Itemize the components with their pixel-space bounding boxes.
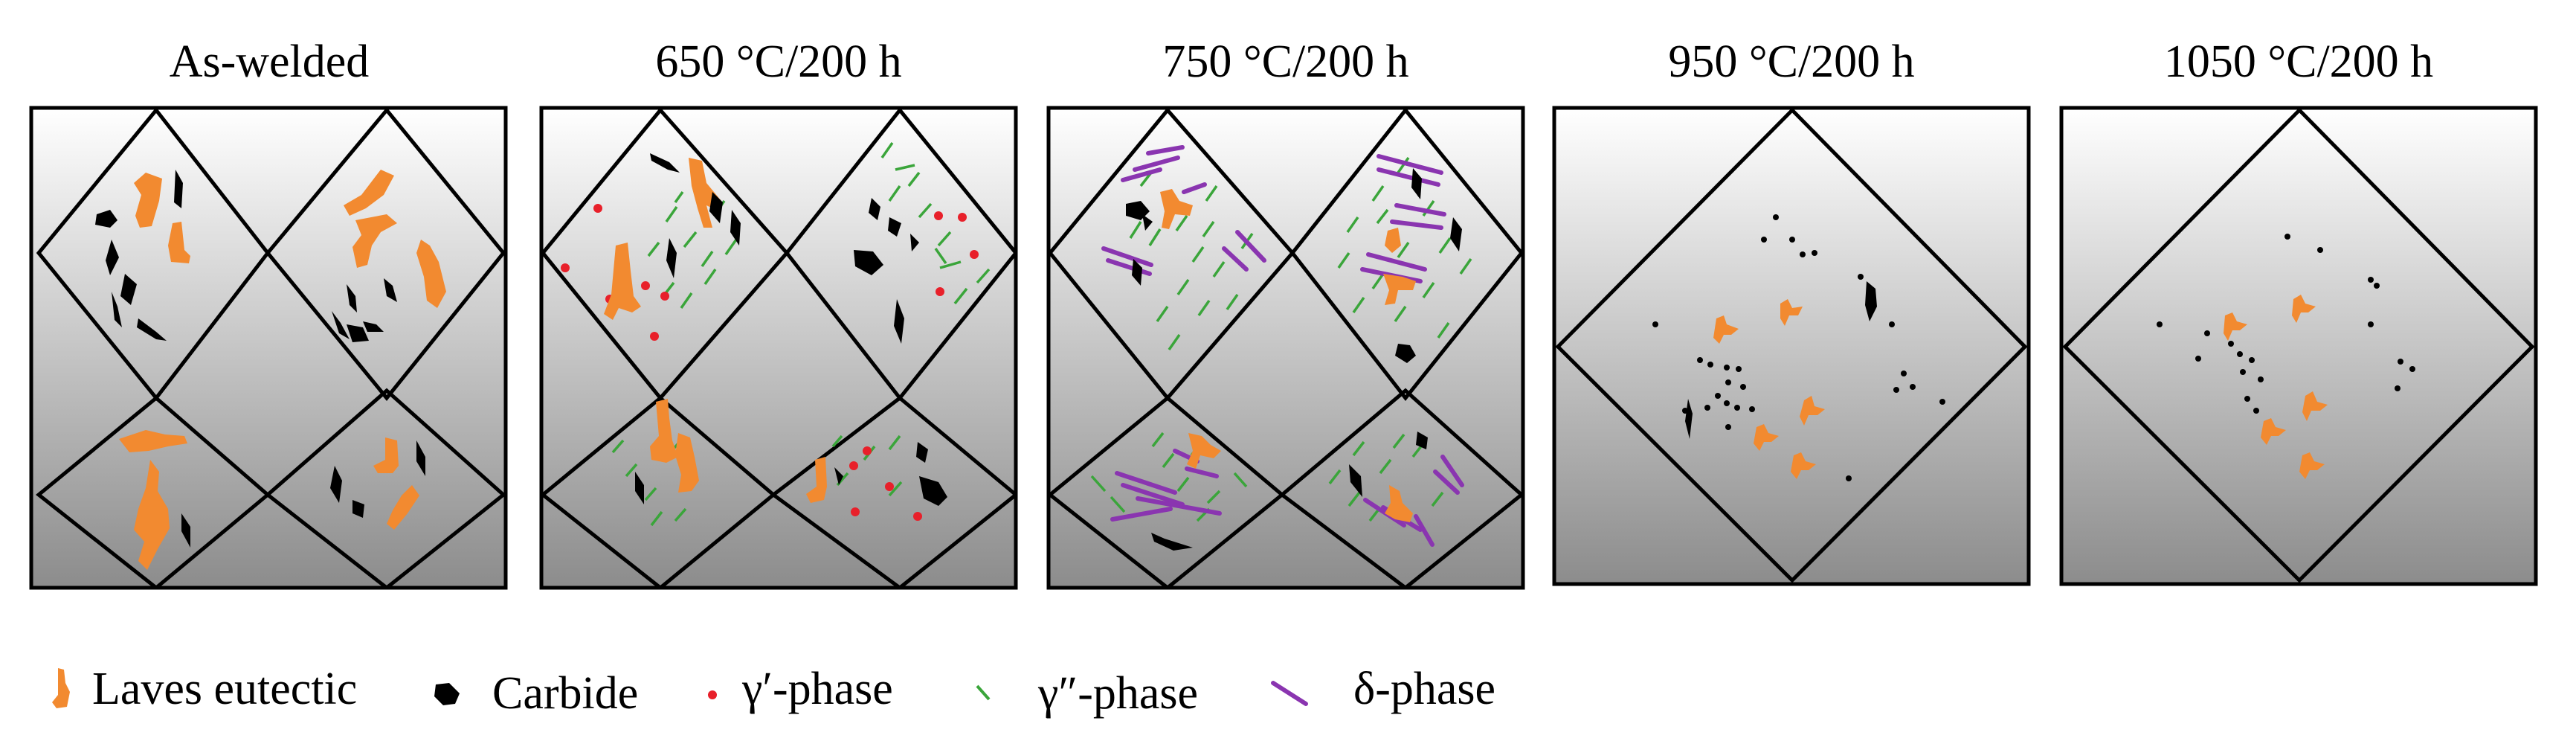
legend-label-carbide: Carbide [492, 668, 638, 719]
gamma-prime-icon [708, 690, 717, 699]
legend-item-laves-eutectic: Laves eutectic [52, 664, 357, 714]
laves-eutectic-particles [119, 170, 446, 570]
panel-950c [1552, 106, 2031, 586]
laves-eutectic-icon [52, 668, 70, 708]
panel-title-750c: 750 °C/200 h [1162, 36, 1408, 87]
legend-label-gamma-double-prime: γ″-phase [1037, 668, 1198, 719]
panel-title-1050c: 1050 °C/200 h [2164, 36, 2433, 87]
carbide-particles [2157, 234, 2415, 414]
grain-single [1555, 107, 2028, 583]
grain-top-right [1289, 108, 1523, 402]
gamma-prime-particles [561, 204, 979, 521]
legend-label-gamma-prime: γ′-phase [741, 664, 893, 714]
gamma-double-prime-particles [1090, 156, 1472, 522]
laves-eutectic-particles [2224, 295, 2328, 479]
carbide-particles [95, 170, 425, 548]
panel-frame [2059, 106, 2538, 586]
panel-1050c [2059, 106, 2538, 586]
panel-as-welded [29, 106, 508, 590]
grain-bottom-left [1049, 395, 1285, 588]
panel-title-950c: 950 °C/200 h [1668, 36, 1914, 87]
carbide-particles [1126, 168, 1462, 551]
legend-item-carbide: Carbide [434, 668, 638, 719]
legend-label-laves-eutectic: Laves eutectic [92, 664, 357, 714]
grain-bottom-right [265, 388, 506, 588]
legend-label-delta-phase: δ-phase [1353, 664, 1495, 714]
panel-frame [1046, 106, 1525, 590]
gamma-double-prime-icon [976, 684, 991, 701]
carbide-icon [434, 683, 460, 705]
grain-top-right [265, 108, 506, 401]
legend-item-delta-phase: δ-phase [1271, 664, 1495, 714]
panel-frame [539, 106, 1018, 590]
panel-title-as-welded: As-welded [170, 36, 370, 87]
carbide-particles [1652, 214, 1945, 481]
grain-single [2062, 107, 2535, 583]
panel-title-650c: 650 °C/200 h [655, 36, 901, 87]
carbide-particles [635, 153, 947, 506]
panel-650c [539, 106, 1018, 590]
grain-bottom-left [36, 395, 271, 588]
delta-phase-icon [1271, 681, 1308, 706]
laves-eutectic-particles [1713, 299, 1825, 479]
grain-bottom-right [1278, 388, 1523, 588]
laves-eutectic-particles [604, 158, 827, 503]
laves-eutectic-particles [1160, 189, 1416, 522]
legend-item-gamma-prime: γ′-phase [708, 664, 893, 714]
legend: Laves eutectic Carbide γ′-phase γ″-phase… [52, 664, 1495, 719]
legend-item-gamma-double-prime: γ″-phase [976, 668, 1198, 719]
panel-frame [29, 106, 508, 590]
panel-frame [1552, 106, 2031, 586]
grain-bottom-left [541, 395, 776, 588]
panel-750c [1046, 106, 1525, 590]
